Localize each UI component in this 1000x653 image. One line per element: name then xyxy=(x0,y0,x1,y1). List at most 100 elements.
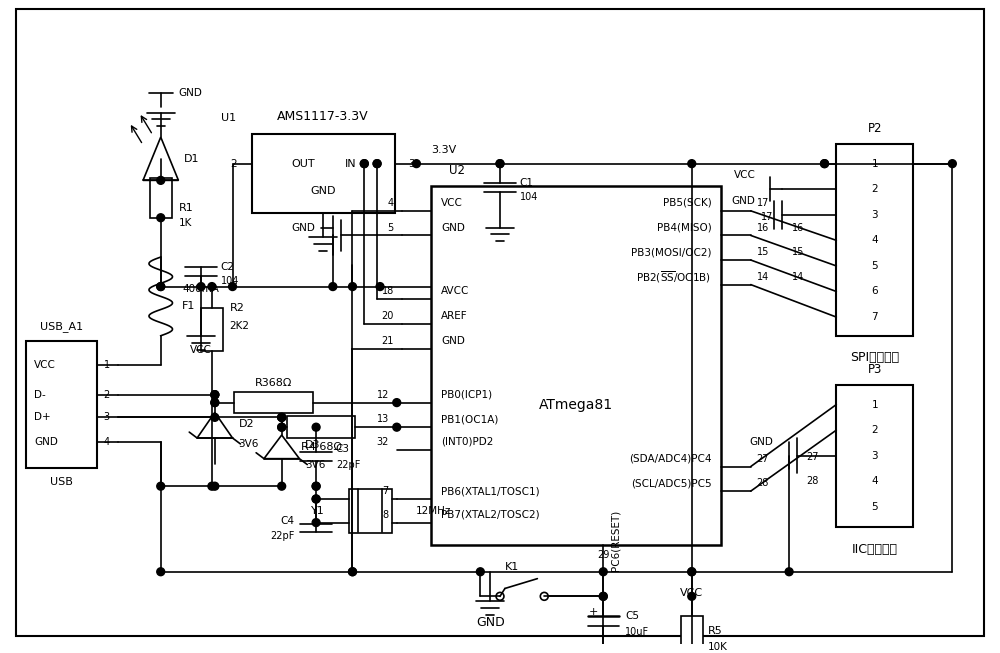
Text: D3: D3 xyxy=(305,440,321,450)
Text: ATmega81: ATmega81 xyxy=(539,398,613,411)
Text: P3: P3 xyxy=(867,362,882,375)
Circle shape xyxy=(211,390,219,399)
Bar xyxy=(201,308,223,351)
Text: 2: 2 xyxy=(230,159,236,168)
Circle shape xyxy=(599,592,607,600)
Circle shape xyxy=(312,495,320,503)
Text: 104: 104 xyxy=(221,276,239,285)
Text: GND: GND xyxy=(750,437,773,447)
Text: GND: GND xyxy=(291,223,315,232)
Circle shape xyxy=(229,283,236,291)
Text: 16: 16 xyxy=(757,223,769,232)
Text: 4: 4 xyxy=(871,235,878,246)
Circle shape xyxy=(349,568,356,576)
Circle shape xyxy=(785,568,793,576)
Circle shape xyxy=(208,283,216,291)
Bar xyxy=(252,134,395,213)
Text: GND: GND xyxy=(441,223,465,232)
Circle shape xyxy=(349,568,356,576)
Text: C2: C2 xyxy=(221,262,235,272)
Circle shape xyxy=(373,160,381,168)
Text: PB5(SCK): PB5(SCK) xyxy=(663,198,711,208)
Text: U1: U1 xyxy=(221,114,236,123)
Bar xyxy=(836,144,913,336)
Text: 18: 18 xyxy=(382,287,394,296)
Text: K1: K1 xyxy=(505,562,519,572)
Text: 3.3V: 3.3V xyxy=(431,145,456,155)
Text: 10K: 10K xyxy=(707,643,727,652)
Text: GND: GND xyxy=(476,616,505,629)
Text: 2: 2 xyxy=(871,184,878,194)
Text: VCC: VCC xyxy=(441,198,463,208)
Text: C5: C5 xyxy=(625,611,639,621)
Text: USB_A1: USB_A1 xyxy=(40,321,83,332)
Circle shape xyxy=(312,495,320,503)
Text: 2K2: 2K2 xyxy=(230,321,250,331)
Text: D2: D2 xyxy=(238,419,254,429)
Circle shape xyxy=(278,483,286,490)
Text: 14: 14 xyxy=(757,272,769,281)
Text: (SCL/ADC5)PC5: (SCL/ADC5)PC5 xyxy=(631,478,711,488)
Text: 12: 12 xyxy=(377,390,389,400)
Circle shape xyxy=(599,592,607,600)
Circle shape xyxy=(688,160,696,168)
Text: PC6(RESET): PC6(RESET) xyxy=(610,509,620,571)
Circle shape xyxy=(278,423,286,431)
Circle shape xyxy=(821,160,828,168)
Text: 28: 28 xyxy=(757,478,769,488)
Text: 17: 17 xyxy=(761,212,774,222)
Text: AVCC: AVCC xyxy=(441,287,469,296)
Bar xyxy=(681,616,703,653)
Text: 7: 7 xyxy=(383,486,389,496)
Text: D1: D1 xyxy=(184,153,200,164)
Circle shape xyxy=(211,413,219,421)
Circle shape xyxy=(211,399,219,407)
Text: (INT0)PD2: (INT0)PD2 xyxy=(441,437,493,447)
Text: 5: 5 xyxy=(388,223,394,232)
Text: 4: 4 xyxy=(388,198,394,208)
Text: OUT: OUT xyxy=(292,159,315,168)
Circle shape xyxy=(476,568,484,576)
Text: U2: U2 xyxy=(449,164,465,177)
Text: P2: P2 xyxy=(867,121,882,135)
Circle shape xyxy=(157,214,165,221)
Text: R1: R1 xyxy=(178,203,193,213)
Circle shape xyxy=(599,568,607,576)
Circle shape xyxy=(688,592,696,600)
Circle shape xyxy=(349,283,356,291)
Text: 3: 3 xyxy=(871,210,878,220)
Circle shape xyxy=(496,160,504,168)
Text: 29: 29 xyxy=(597,550,609,560)
Circle shape xyxy=(157,568,165,576)
Text: SPI通信接口: SPI通信接口 xyxy=(850,351,899,364)
Text: 7: 7 xyxy=(871,312,878,322)
Bar xyxy=(234,392,313,413)
Text: 3: 3 xyxy=(104,412,110,422)
Text: F1: F1 xyxy=(182,301,196,311)
Text: 3: 3 xyxy=(409,159,415,168)
Text: 12MHz: 12MHz xyxy=(415,506,451,516)
Circle shape xyxy=(211,399,219,407)
Text: AMS1117-3.3V: AMS1117-3.3V xyxy=(277,110,369,123)
Circle shape xyxy=(208,483,216,490)
Text: R368Ω: R368Ω xyxy=(255,378,293,388)
Text: 5: 5 xyxy=(871,261,878,271)
Circle shape xyxy=(393,423,401,431)
Circle shape xyxy=(197,283,205,291)
Circle shape xyxy=(312,483,320,490)
Circle shape xyxy=(278,413,286,421)
Circle shape xyxy=(211,390,219,399)
Text: VCC: VCC xyxy=(34,360,56,370)
Circle shape xyxy=(393,399,401,407)
Text: 8: 8 xyxy=(383,510,389,520)
Text: C4: C4 xyxy=(280,516,294,526)
Circle shape xyxy=(688,568,696,576)
Text: PB1(OC1A): PB1(OC1A) xyxy=(441,414,498,424)
Circle shape xyxy=(157,176,165,184)
Text: D-: D- xyxy=(34,390,46,400)
Circle shape xyxy=(211,390,219,399)
Text: PB7(XTAL2/TOSC2): PB7(XTAL2/TOSC2) xyxy=(441,510,540,520)
Text: R2: R2 xyxy=(230,303,244,313)
Text: GND: GND xyxy=(441,336,465,345)
Text: GND: GND xyxy=(732,196,756,206)
